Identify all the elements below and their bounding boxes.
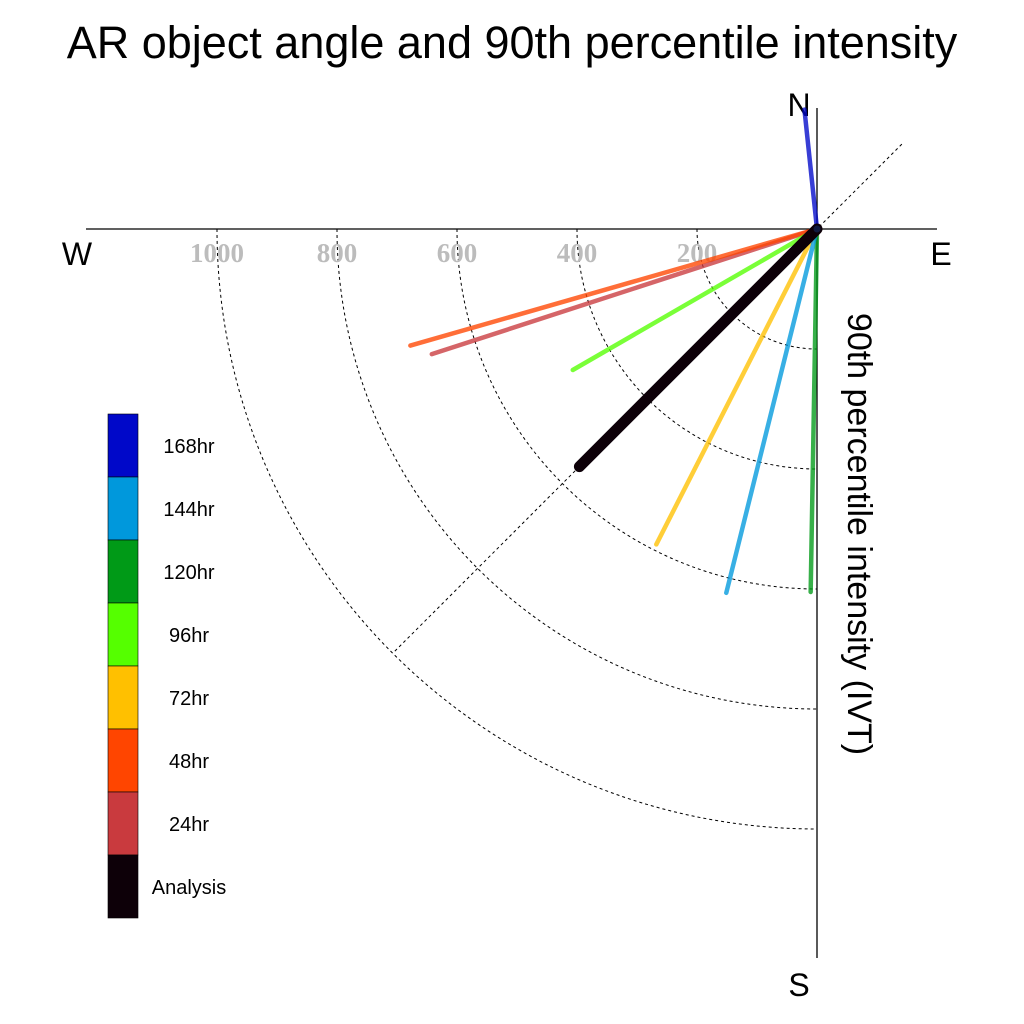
legend-swatch-120hr: [107, 539, 139, 604]
grid-ring-1000: [216, 228, 818, 830]
compass-south-label: S: [788, 967, 809, 1003]
grid-ring-200: [696, 228, 818, 350]
compass-east-label: E: [930, 236, 951, 272]
compass-west-label: W: [62, 236, 93, 272]
legend-swatch-96hr: [107, 602, 139, 667]
legend-label-48hr: 48hr: [169, 751, 209, 773]
legend-label-144hr: 144hr: [163, 499, 214, 521]
radial-tick-label: 400: [557, 238, 598, 268]
series-line-48hr: [408, 226, 820, 348]
legend-swatch-144hr: [107, 476, 139, 541]
legend-swatch-168hr: [107, 413, 139, 478]
radial-tick-label: 1000: [190, 238, 244, 268]
series-line-144hr: [724, 226, 820, 596]
series-line-24hr: [429, 226, 820, 357]
legend-swatch-72hr: [107, 665, 139, 730]
series-lines: [408, 107, 823, 596]
legend-label-96hr: 96hr: [169, 625, 209, 647]
series-line-120hr: [808, 226, 820, 595]
grid-ring-600: [456, 228, 818, 590]
legend-label-72hr: 72hr: [169, 688, 209, 710]
legend-swatch-24hr: [107, 791, 139, 856]
chart-title: AR object angle and 90th percentile inte…: [67, 17, 958, 68]
legend-label-24hr: 24hr: [169, 814, 209, 836]
radial-axis-label: 90th percentile intensity (IVT): [840, 313, 878, 755]
legend-swatch-48hr: [107, 728, 139, 793]
series-line-96hr: [570, 226, 820, 373]
legend-label-analysis: Analysis: [152, 877, 226, 899]
series-line-analysis: [573, 223, 823, 473]
series-line-72hr: [654, 226, 820, 547]
radial-tick-label: 600: [437, 238, 478, 268]
legend-label-120hr: 120hr: [163, 562, 214, 584]
legend: 168hr 144hr 120hr 96hr 72hr 48hr 24hr Analysis: [107, 413, 226, 919]
radial-tick-label: 800: [317, 238, 358, 268]
series-line-168hr: [802, 107, 820, 232]
polar-origin: [813, 225, 821, 233]
legend-swatch-analysis: [107, 854, 139, 919]
legend-label-168hr: 168hr: [163, 436, 214, 458]
